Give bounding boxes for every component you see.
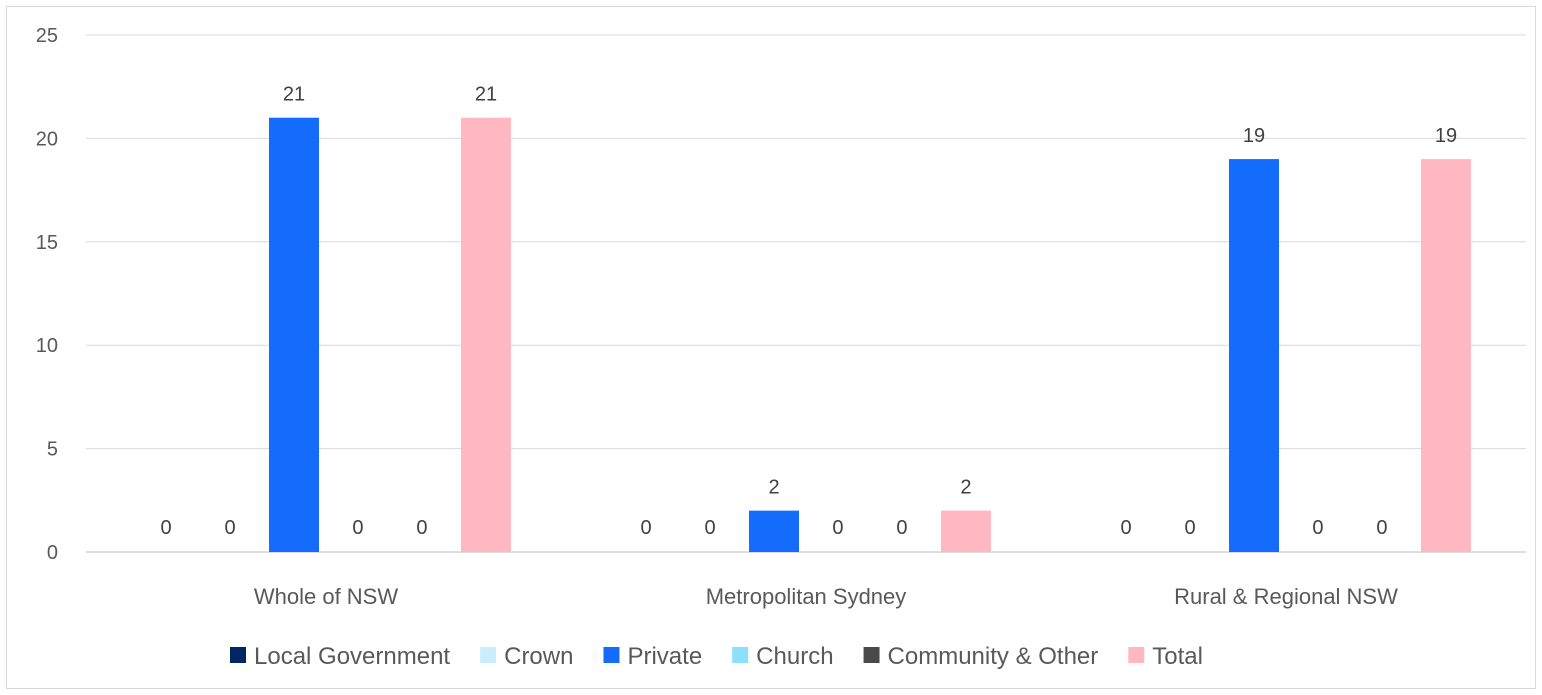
category-label: Metropolitan Sydney	[706, 584, 907, 609]
data-label: 0	[416, 517, 427, 539]
data-label: 0	[1312, 517, 1323, 539]
y-tick-label: 25	[36, 25, 58, 47]
bar-private	[269, 117, 320, 552]
data-label: 19	[1243, 125, 1265, 147]
data-label: 0	[704, 517, 715, 539]
data-label: 0	[832, 517, 843, 539]
category-label: Rural & Regional NSW	[1174, 584, 1398, 609]
y-tick-label: 5	[47, 439, 58, 461]
y-tick-label: 0	[47, 542, 58, 564]
data-label: 2	[768, 477, 779, 499]
bar-total	[940, 510, 991, 552]
data-label: 0	[224, 517, 235, 539]
data-label: 0	[1120, 517, 1131, 539]
bar-total	[460, 117, 511, 552]
legend-label: Total	[1152, 643, 1203, 670]
y-tick-label: 10	[36, 335, 58, 357]
chart-frame	[6, 6, 1536, 689]
legend-swatch	[1128, 647, 1145, 663]
bar-total	[1420, 159, 1471, 552]
bar-private	[749, 510, 800, 552]
legend-label: Private	[627, 643, 702, 670]
data-label: 0	[160, 517, 171, 539]
data-label: 2	[960, 477, 971, 499]
legend-label: Local Government	[254, 643, 450, 670]
legend-swatch	[480, 647, 497, 663]
legend-label: Church	[756, 643, 833, 670]
legend-swatch	[732, 647, 749, 663]
data-label: 0	[352, 517, 363, 539]
data-label: 21	[283, 84, 305, 106]
bar-private	[1229, 159, 1280, 552]
legend-label: Crown	[504, 643, 573, 670]
legend-swatch	[863, 647, 880, 663]
category-label: Whole of NSW	[254, 584, 398, 609]
data-label: 21	[475, 84, 497, 106]
data-label: 0	[1376, 517, 1387, 539]
legend-label: Community & Other	[888, 643, 1099, 670]
data-label: 0	[896, 517, 907, 539]
data-label: 0	[640, 517, 651, 539]
data-label: 19	[1435, 125, 1457, 147]
legend-swatch	[230, 647, 246, 663]
data-label: 0	[1184, 517, 1195, 539]
y-tick-label: 15	[36, 232, 58, 254]
legend-swatch	[603, 647, 620, 663]
y-tick-label: 20	[36, 128, 58, 150]
